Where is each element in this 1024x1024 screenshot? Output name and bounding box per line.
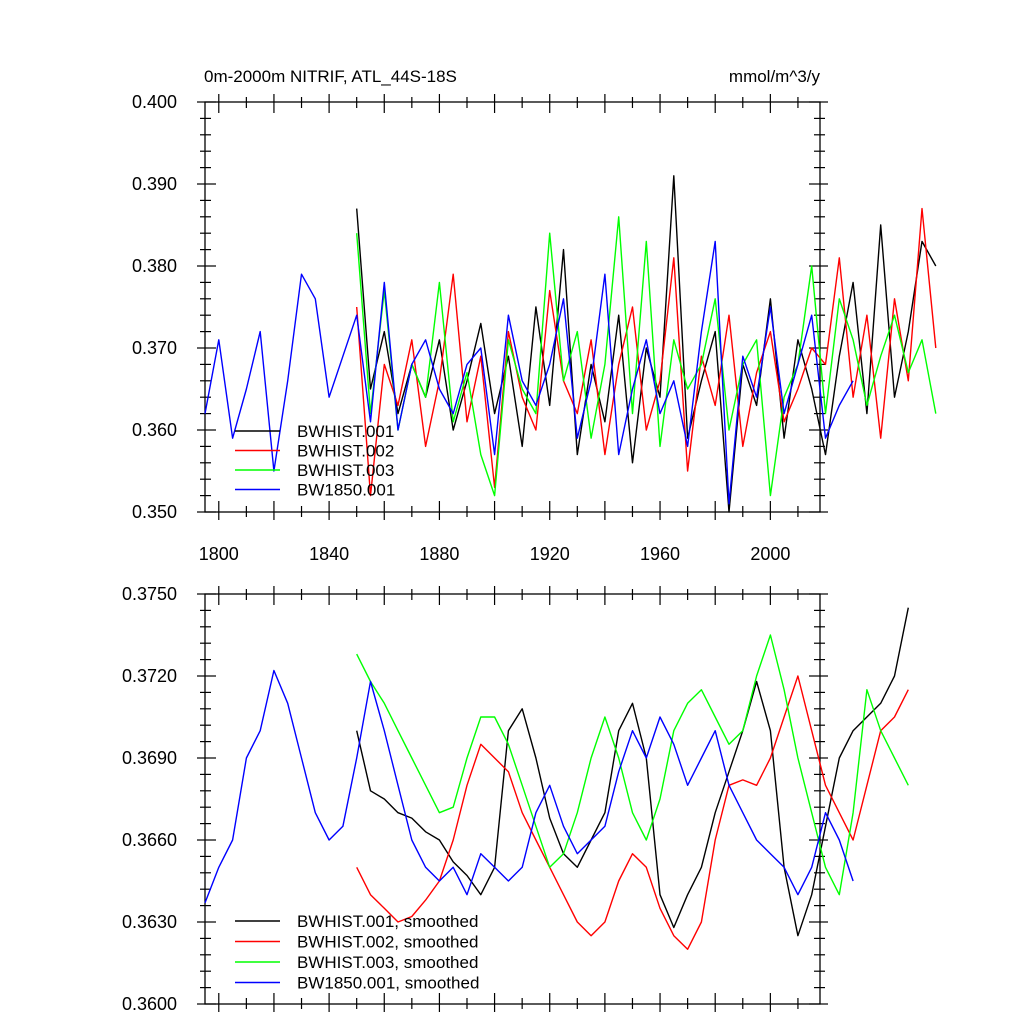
x-tick-label: 1880 [419,544,459,564]
x-tick-label: 1840 [309,544,349,564]
legend-label: BW1850.001, smoothed [297,974,479,993]
y-tick-label: 0.3660 [122,830,177,850]
series-line-bwhist-001-smoothed [356,607,909,937]
legend-label: BWHIST.003, smoothed [297,953,478,972]
x-tick-label: 1920 [530,544,570,564]
series-line-bwhist-003-smoothed [356,634,909,896]
chart-title: 0m-2000m NITRIF, ATL_44S-18S [204,67,457,86]
chart-units: mmol/m^3/y [729,67,821,86]
x-tick-label: 1800 [199,544,239,564]
y-tick-label: 0.360 [132,420,177,440]
y-tick-label: 0.3750 [122,584,177,604]
legend-label: BW1850.001 [297,481,395,500]
y-tick-label: 0.390 [132,174,177,194]
legend-label: BWHIST.002, smoothed [297,933,478,952]
x-tick-label: 1960 [640,544,680,564]
panel-bottom: 0.3600 0.3630 0.3660 0.3690 0.3720 0.3750 BWHI… [122,584,909,1014]
legend-label: BWHIST.001 [297,422,394,441]
y-tick-label: 0.3690 [122,748,177,768]
y-tick-label: 0.400 [132,92,177,112]
plot-frame [204,101,821,513]
series-line-bwhist-003 [356,216,937,497]
series-line-bw1850-001-smoothed [204,669,854,904]
y-tick-label: 0.3630 [122,912,177,932]
y-tick-label: 0.350 [132,502,177,522]
series-line-bwhist-002-smoothed [356,675,909,950]
legend-label: BWHIST.001, smoothed [297,912,478,931]
y-tick-label: 0.370 [132,338,177,358]
plot-frame [204,593,821,1005]
x-tick-label: 2000 [750,544,790,564]
y-tick-label: 0.3720 [122,666,177,686]
y-tick-label: 0.3600 [122,994,177,1014]
panel-top: 0m-2000m NITRIF, ATL_44S-18S mmol/m^3/y … [132,67,937,564]
legend-label: BWHIST.002 [297,442,394,461]
y-tick-label: 0.380 [132,256,177,276]
legend-label: BWHIST.003 [297,461,394,480]
series-line-bw1850-001 [204,240,854,505]
series-line-bwhist-002 [356,207,937,497]
series-line-bwhist-001 [356,175,937,513]
